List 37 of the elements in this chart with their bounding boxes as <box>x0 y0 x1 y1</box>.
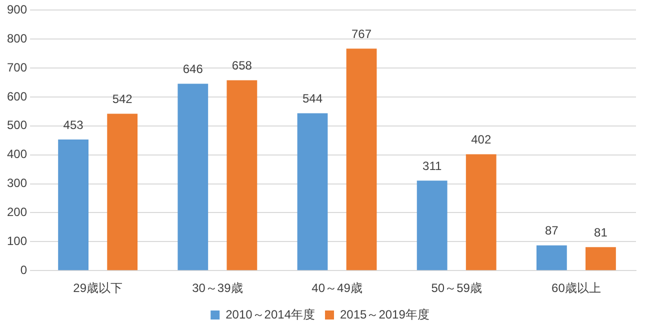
bar <box>586 247 616 270</box>
data-label: 542 <box>112 92 133 106</box>
bar <box>178 84 208 270</box>
bar <box>416 180 448 270</box>
data-label: 87 <box>545 224 559 238</box>
data-label: 658 <box>232 58 252 73</box>
legend-label: 2015～2019年度 <box>340 307 430 322</box>
y-tick-label: 400 <box>6 147 28 162</box>
data-label: 544 <box>302 92 323 106</box>
x-tick-label: 29歳以下 <box>73 281 122 296</box>
y-tick-label: 200 <box>6 205 28 220</box>
bar <box>226 80 258 270</box>
data-label: 767 <box>352 26 372 41</box>
y-tick-label: 100 <box>6 234 28 248</box>
bar <box>297 113 328 270</box>
y-tick-label: 900 <box>6 2 28 17</box>
x-tick-label: 60歳以上 <box>552 281 601 296</box>
y-tick-label: 500 <box>6 118 28 132</box>
y-tick-label: 300 <box>6 176 28 190</box>
y-tick-label: 600 <box>6 89 28 104</box>
data-label: 311 <box>422 158 442 173</box>
x-tick-label: 50～59歳 <box>431 281 482 296</box>
y-tick-label: 0 <box>20 262 28 277</box>
data-label: 453 <box>63 118 84 132</box>
data-label: 646 <box>182 62 204 76</box>
legend-label: 2010～2014年度 <box>226 307 315 322</box>
bar <box>466 154 496 270</box>
bar <box>107 114 138 270</box>
x-tick-label: 40～49歳 <box>312 281 362 296</box>
x-tick-label: 30～39歳 <box>192 281 243 296</box>
data-label: 402 <box>471 132 492 147</box>
y-tick-label: 700 <box>6 60 28 74</box>
data-label: 81 <box>594 225 608 240</box>
y-tick-label: 800 <box>6 31 28 46</box>
bar <box>346 48 377 270</box>
bar <box>536 245 567 270</box>
bar <box>58 140 89 270</box>
